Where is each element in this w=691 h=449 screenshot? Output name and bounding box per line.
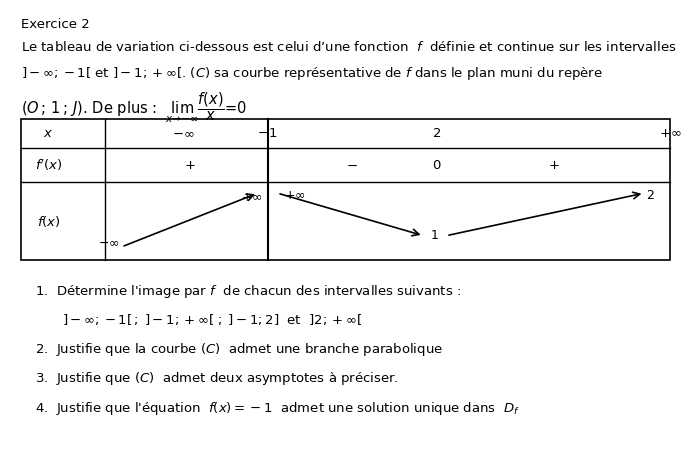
Text: $+$: $+$: [184, 158, 196, 172]
Text: 2.  Justifie que la courbe $( C )$  admet une branche parabolique: 2. Justifie que la courbe $( C )$ admet …: [35, 341, 442, 358]
FancyArrowPatch shape: [280, 194, 419, 236]
Text: $0$: $0$: [432, 158, 441, 172]
Text: $+\infty$: $+\infty$: [284, 189, 305, 202]
Text: $-\infty$: $-\infty$: [172, 127, 194, 140]
Text: Le tableau de variation ci-dessous est celui d’une fonction  $f$  définie et con: Le tableau de variation ci-dessous est c…: [21, 40, 676, 54]
Text: $]- \infty; -1[$ et $] - 1; +\infty[$. $( C )$ sa courbe représentative de $f$ d: $]- \infty; -1[$ et $] - 1; +\infty[$. $…: [21, 65, 603, 82]
Text: $2$: $2$: [647, 189, 655, 202]
Text: $-1$: $-1$: [257, 127, 278, 140]
Text: 3.  Justifie que $( C )$  admet deux asymptotes à préciser.: 3. Justifie que $( C )$ admet deux asymp…: [35, 370, 398, 387]
Text: Exercice 2: Exercice 2: [21, 18, 89, 31]
Text: 4.  Justifie que l'équation  $f(x) = -1$  admet une solution unique dans  $D_f$: 4. Justifie que l'équation $f(x) = -1$ a…: [35, 400, 520, 417]
Text: $2$: $2$: [432, 127, 441, 140]
Text: $-$: $-$: [346, 158, 358, 172]
Text: $f'(x)$: $f'(x)$: [35, 157, 62, 173]
Text: $f(x)$: $f(x)$: [37, 214, 60, 229]
Text: $-\infty$: $-\infty$: [97, 236, 120, 249]
Text: $(O\,;\,1\,;\,J)$. De plus :  $\lim_{x \to -\infty} \dfrac{f(x)}{x} = 0$: $(O\,;\,1\,;\,J)$. De plus : $\lim_{x \t…: [21, 90, 247, 124]
Text: $1$: $1$: [430, 229, 439, 242]
Bar: [21, 119, 670, 260]
Text: $x$: $x$: [44, 127, 53, 140]
Text: $+$: $+$: [547, 158, 559, 172]
Text: 1.  Détermine l'image par $f$  de chacun des intervalles suivants :: 1. Détermine l'image par $f$ de chacun d…: [35, 283, 461, 300]
FancyArrowPatch shape: [449, 192, 640, 235]
Text: $+\infty$: $+\infty$: [659, 127, 681, 140]
FancyArrowPatch shape: [124, 194, 254, 246]
Text: $] - \infty; -1[\,;\; ] - 1; +\infty[\; ;\; ] - 1; 2]$  et  $]2; +\infty[$: $] - \infty; -1[\,;\; ] - 1; +\infty[\; …: [62, 312, 363, 327]
Text: $+\infty$: $+\infty$: [240, 191, 262, 204]
